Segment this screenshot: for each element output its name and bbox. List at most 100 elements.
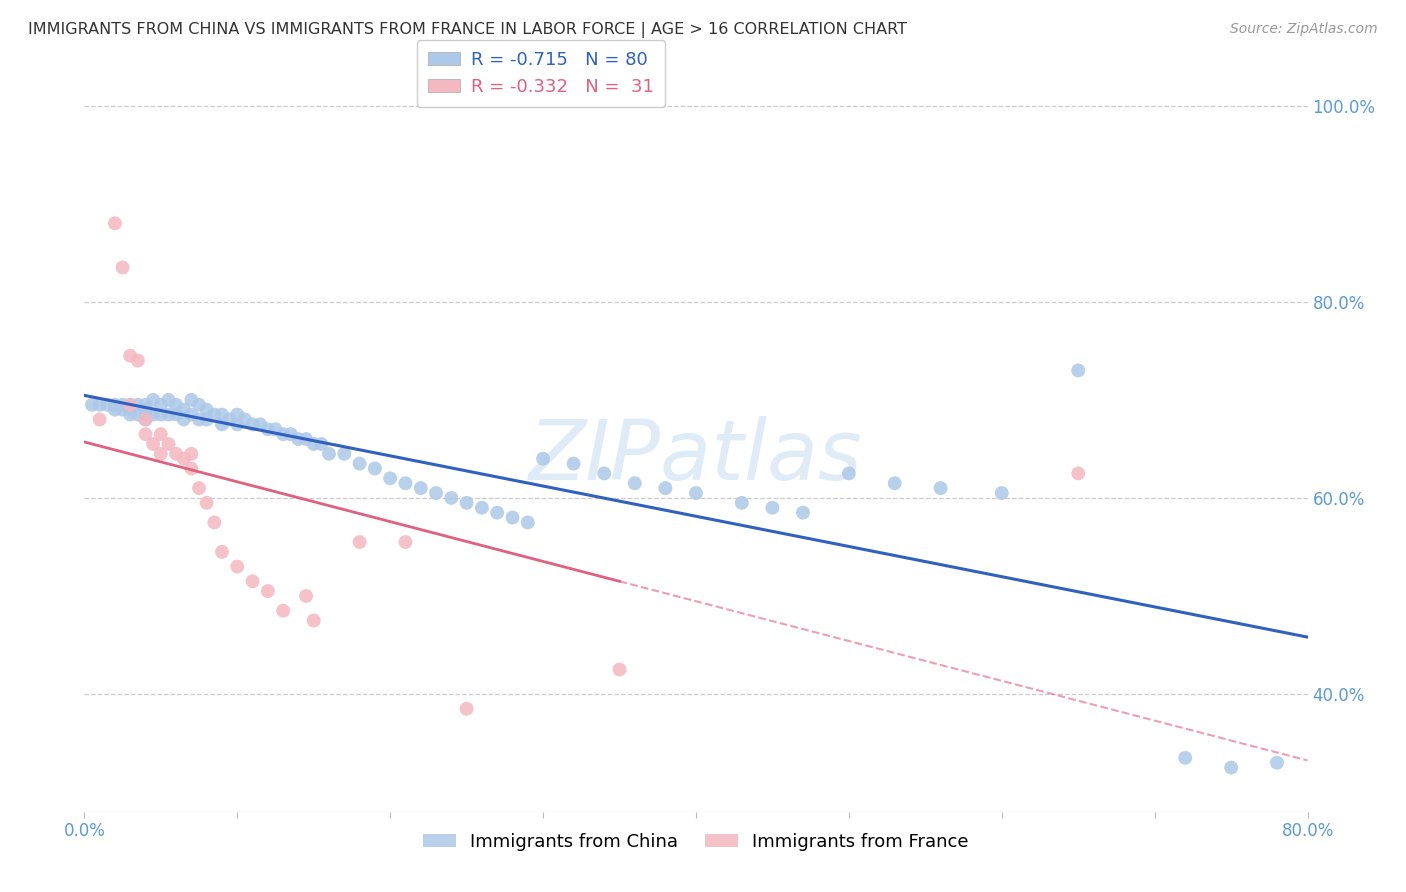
Point [120,398,142,412]
Point [1067,467,1090,481]
Point [380,471,402,485]
Point [195,412,218,426]
Point [394,476,416,491]
Point [883,476,905,491]
Point [280,427,302,442]
Point [242,417,264,432]
Point [364,461,387,475]
Point [157,437,180,451]
Point [502,510,524,524]
Point [173,412,195,426]
Point [211,408,233,422]
Point [157,392,180,407]
Point [249,417,271,432]
Point [80,398,103,412]
Point [149,427,172,442]
Point [991,486,1014,500]
Point [394,535,416,549]
Point [731,496,754,510]
Point [104,402,127,417]
Legend: Immigrants from China, Immigrants from France: Immigrants from China, Immigrants from F… [416,826,976,858]
Point [295,589,318,603]
Point [120,398,142,412]
Point [211,545,233,559]
Point [149,398,172,412]
Point [89,412,111,426]
Point [211,417,233,432]
Point [188,398,211,412]
Point [257,422,280,436]
Point [157,408,180,422]
Point [486,506,509,520]
Point [271,604,294,618]
Point [127,408,149,422]
Point [127,353,149,368]
Point [149,447,172,461]
Point [409,481,432,495]
Point [226,559,249,574]
Text: IMMIGRANTS FROM CHINA VS IMMIGRANTS FROM FRANCE IN LABOR FORCE | AGE > 16 CORREL: IMMIGRANTS FROM CHINA VS IMMIGRANTS FROM… [28,22,907,38]
Point [1067,363,1090,377]
Point [1265,756,1288,770]
Point [180,461,202,475]
Point [838,467,860,481]
Point [135,408,157,422]
Point [104,216,127,230]
Text: ZIPatlas: ZIPatlas [529,416,863,497]
Point [295,432,318,446]
Point [188,481,211,495]
Point [287,432,309,446]
Point [792,506,814,520]
Point [180,447,202,461]
Point [516,516,538,530]
Point [685,486,707,500]
Point [311,437,333,451]
Point [929,481,952,495]
Point [96,398,118,412]
Point [425,486,447,500]
Point [654,481,676,495]
Point [120,349,142,363]
Point [333,447,356,461]
Point [1174,751,1197,765]
Point [165,398,187,412]
Point [142,408,165,422]
Point [593,467,616,481]
Point [609,663,631,677]
Point [195,402,218,417]
Point [135,412,157,426]
Point [120,402,142,417]
Point [104,398,127,412]
Point [173,402,195,417]
Point [349,457,371,471]
Point [761,500,783,515]
Point [242,574,264,589]
Point [471,500,494,515]
Point [188,412,211,426]
Point [142,392,165,407]
Point [180,408,202,422]
Point [180,392,202,407]
Point [111,398,134,412]
Point [111,402,134,417]
Point [624,476,647,491]
Point [89,398,111,412]
Point [302,614,325,628]
Point [440,491,463,505]
Point [531,451,554,466]
Point [226,417,249,432]
Point [271,427,294,442]
Point [562,457,585,471]
Point [302,437,325,451]
Point [135,398,157,412]
Point [233,412,256,426]
Point [456,496,478,510]
Point [135,412,157,426]
Point [195,496,218,510]
Point [349,535,371,549]
Point [202,408,225,422]
Point [318,447,340,461]
Point [226,408,249,422]
Point [127,398,149,412]
Point [135,402,157,417]
